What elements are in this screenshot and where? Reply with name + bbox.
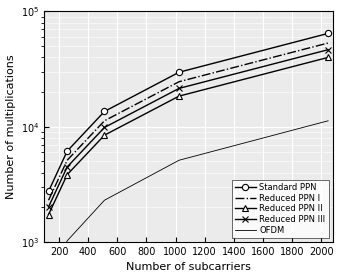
Reduced PPN III: [65, 165, 69, 169]
Reduced PPN I: [47, 198, 51, 202]
Reduced PPN II: [177, 95, 181, 98]
Reduced PPN II: [102, 133, 106, 137]
Standard PPN: [326, 32, 330, 35]
OFDM: [177, 158, 181, 162]
Reduced PPN III: [177, 87, 181, 90]
Reduced PPN II: [47, 213, 51, 216]
Standard PPN: [177, 71, 181, 74]
Line: Standard PPN: Standard PPN: [46, 30, 331, 195]
Reduced PPN I: [65, 158, 69, 162]
Reduced PPN II: [326, 56, 330, 59]
Y-axis label: Number of multiplications: Number of multiplications: [5, 54, 16, 199]
OFDM: [326, 119, 330, 122]
Standard PPN: [65, 150, 69, 153]
Reduced PPN III: [47, 205, 51, 208]
X-axis label: Number of subcarriers: Number of subcarriers: [126, 262, 251, 272]
Reduced PPN III: [326, 48, 330, 51]
Reduced PPN II: [65, 173, 69, 176]
Reduced PPN I: [177, 80, 181, 83]
Reduced PPN III: [102, 126, 106, 129]
Standard PPN: [47, 190, 51, 193]
OFDM: [102, 198, 106, 202]
Legend: Standard PPN, Reduced PPN I, Reduced PPN II, Reduced PPN III, OFDM: Standard PPN, Reduced PPN I, Reduced PPN…: [232, 180, 329, 238]
Reduced PPN I: [102, 119, 106, 122]
OFDM: [65, 239, 69, 242]
Line: OFDM: OFDM: [49, 121, 328, 278]
Reduced PPN I: [326, 41, 330, 45]
Standard PPN: [102, 110, 106, 113]
Line: Reduced PPN III: Reduced PPN III: [46, 47, 331, 210]
Line: Reduced PPN I: Reduced PPN I: [49, 43, 328, 200]
Line: Reduced PPN II: Reduced PPN II: [46, 54, 331, 218]
